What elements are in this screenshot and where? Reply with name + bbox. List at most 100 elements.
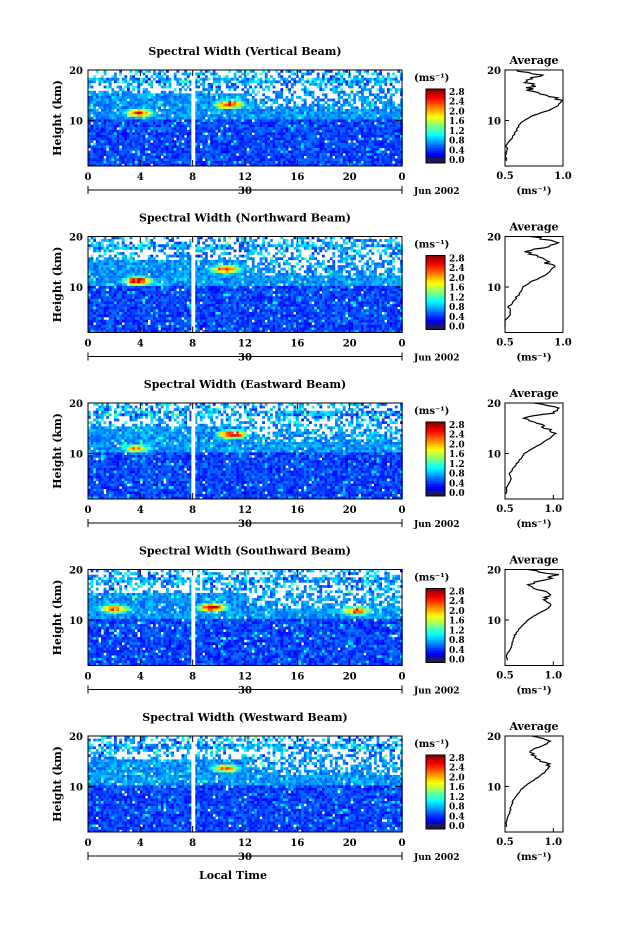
colorbar-tick-label: 1.6 [449, 117, 465, 127]
x-tick-label: 0 [399, 838, 406, 849]
day-label: 30 [238, 353, 252, 364]
avg-x-tick-label: 1.0 [545, 837, 562, 848]
x-tick-label: 0 [85, 172, 92, 183]
day-label: 30 [238, 186, 252, 197]
heatmap [88, 736, 403, 833]
colorbar-tick-label: 0.0 [449, 323, 465, 333]
panel-title: Spectral Width (Northward Beam) [139, 212, 351, 225]
avg-y-tick-label: 20 [487, 233, 501, 244]
avg-y-tick-label: 10 [487, 616, 501, 627]
avg-x-label: (ms⁻¹) [516, 353, 551, 364]
y-tick-label: 10 [69, 616, 83, 627]
y-tick-label: 20 [69, 66, 83, 77]
avg-x-tick-label: 0.5 [496, 338, 513, 349]
panel-1: Spectral Width (Northward Beam) 10 20 Heigh… [51, 212, 572, 364]
colorbar-unit: (ms⁻¹) [414, 739, 449, 750]
panel-2: Spectral Width (Eastward Beam) 10 20 Height… [51, 378, 564, 530]
y-axis-label: Height (km) [51, 746, 64, 822]
colorbar-tick-label: 2.0 [449, 107, 465, 117]
colorbar-tick-label: 2.0 [449, 440, 465, 450]
data-gap [191, 403, 196, 499]
y-axis-label: Height (km) [51, 413, 64, 489]
x-tick-label: 0 [85, 672, 92, 683]
colorbar-tick-label: 2.8 [449, 421, 465, 431]
avg-y-tick-label: 20 [487, 566, 501, 577]
colorbar-tick-label: 1.2 [449, 127, 465, 137]
x-tick-label: 16 [290, 505, 304, 516]
panel-title: Spectral Width (Westward Beam) [142, 711, 347, 724]
avg-y-tick-label: 10 [487, 283, 501, 294]
y-axis-label: Height (km) [51, 80, 64, 156]
x-tick-label: 20 [343, 672, 357, 683]
average-title: Average [508, 221, 558, 234]
x-tick-label: 0 [399, 339, 406, 350]
x-tick-label: 16 [290, 672, 304, 683]
data-gap [191, 569, 196, 666]
colorbar-tick-label: 2.0 [449, 773, 465, 783]
y-axis-label: Height (km) [51, 580, 64, 656]
x-tick-label: 20 [343, 172, 357, 183]
colorbar: 2.82.42.01.61.20.80.40.0 [425, 754, 465, 832]
x-tick-label: 0 [399, 672, 406, 683]
colorbar: 2.82.42.01.61.20.80.40.0 [425, 588, 465, 666]
x-axis-label: Local Time [199, 869, 267, 882]
avg-x-tick-label: 1.0 [545, 504, 562, 515]
colorbar-tick-label: 2.0 [449, 607, 465, 617]
average-line [504, 235, 561, 328]
panel-title: Spectral Width (Vertical Beam) [148, 45, 341, 58]
colorbar-tick-label: 1.2 [449, 793, 465, 803]
x-tick-label: 4 [137, 672, 144, 683]
avg-x-tick-label: 1.0 [545, 671, 562, 682]
colorbar-tick-label: 2.8 [449, 88, 465, 98]
y-tick-label: 10 [69, 117, 83, 128]
colorbar-tick-label: 0.0 [449, 656, 465, 666]
average-title: Average [508, 387, 558, 400]
colorbar-tick-label: 1.6 [449, 617, 465, 627]
colorbar-tick-label: 2.0 [449, 274, 465, 284]
x-tick-label: 16 [290, 172, 304, 183]
y-axis-label: Height (km) [51, 247, 64, 323]
x-tick-label: 4 [137, 838, 144, 849]
average-frame [504, 69, 564, 167]
colorbar-tick-label: 0.8 [449, 470, 465, 480]
colorbar-tick-label: 0.0 [449, 822, 465, 832]
day-label: 30 [238, 519, 252, 530]
average-line [505, 402, 561, 494]
colorbar-tick-label: 1.2 [449, 626, 465, 636]
avg-x-label: (ms⁻¹) [516, 186, 551, 197]
avg-y-tick-label: 10 [487, 450, 501, 461]
x-tick-label: 8 [189, 339, 196, 350]
avg-x-label: (ms⁻¹) [516, 852, 551, 863]
colorbar: 2.82.42.01.61.20.80.40.0 [425, 255, 465, 333]
x-tick-label: 0 [399, 172, 406, 183]
colorbar-tick-label: 0.4 [449, 313, 465, 323]
heatmap [88, 403, 403, 500]
avg-y-tick-label: 20 [487, 66, 501, 77]
avg-y-tick-label: 20 [487, 732, 501, 743]
day-label: 30 [238, 852, 252, 863]
colorbar: 2.82.42.01.61.20.80.40.0 [425, 88, 465, 166]
heatmap [88, 70, 403, 167]
x-tick-label: 20 [343, 505, 357, 516]
colorbar-unit: (ms⁻¹) [414, 73, 449, 84]
colorbar-tick-label: 2.4 [449, 431, 465, 441]
colorbar-tick-label: 0.8 [449, 137, 465, 147]
panel-3: Spectral Width (Southward Beam) 10 20 Heigh… [51, 545, 564, 697]
colorbar: 2.82.42.01.61.20.80.40.0 [425, 421, 465, 499]
x-tick-label: 8 [189, 672, 196, 683]
heatmap [88, 569, 403, 666]
date-label: Jun 2002 [413, 520, 460, 530]
date-label: Jun 2002 [413, 187, 460, 197]
colorbar-tick-label: 2.4 [449, 98, 465, 108]
x-tick-label: 4 [137, 172, 144, 183]
x-tick-label: 16 [290, 838, 304, 849]
avg-y-tick-label: 10 [487, 783, 501, 794]
y-tick-label: 20 [69, 566, 83, 577]
x-tick-label: 0 [85, 838, 92, 849]
data-gap [191, 736, 196, 832]
x-tick-label: 0 [399, 505, 406, 516]
y-tick-label: 10 [69, 450, 83, 461]
